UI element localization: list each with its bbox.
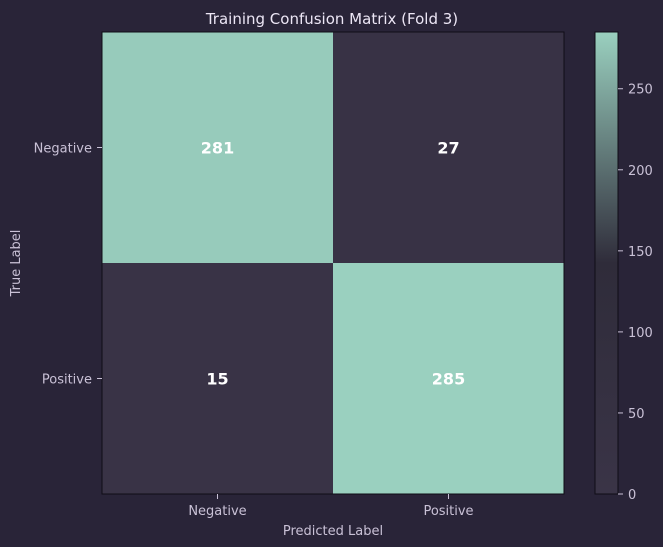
cell-value-label: 27 — [437, 139, 459, 158]
x-tick-label: Positive — [423, 504, 473, 519]
colorbar-tick-label: 200 — [628, 164, 653, 179]
x-axis-ticks: Negative Positive — [188, 494, 474, 519]
heatmap-cell — [333, 32, 564, 263]
cell-value-label: 15 — [206, 370, 228, 389]
colorbar-ticks: 0 50 100 150 200 250 — [618, 83, 653, 503]
y-tick-label: Negative — [34, 142, 92, 157]
colorbar-tick-label: 150 — [628, 245, 653, 260]
heatmap-cell-labels: 281 27 15 285 — [201, 139, 465, 389]
cell-value-label: 285 — [432, 370, 465, 389]
colorbar-tick-label: 250 — [628, 83, 653, 98]
colorbar — [594, 31, 619, 495]
y-axis-label: True Label — [9, 230, 24, 298]
heatmap-cell — [333, 263, 564, 494]
y-tick-label: Positive — [42, 373, 92, 388]
heatmap-cell — [102, 263, 333, 494]
colorbar-tick-label: 50 — [628, 407, 645, 422]
y-axis-ticks: Negative Positive — [34, 142, 102, 388]
x-axis-label: Predicted Label — [283, 524, 383, 539]
heatmap-cell — [102, 32, 333, 263]
chart-title: Training Confusion Matrix (Fold 3) — [205, 10, 458, 28]
colorbar-tick-label: 0 — [628, 488, 636, 503]
cell-value-label: 281 — [201, 139, 234, 158]
plot-frame — [101, 31, 565, 495]
heatmap-cells — [102, 32, 564, 494]
x-tick-label: Negative — [188, 504, 246, 519]
colorbar-tick-label: 100 — [628, 326, 653, 341]
